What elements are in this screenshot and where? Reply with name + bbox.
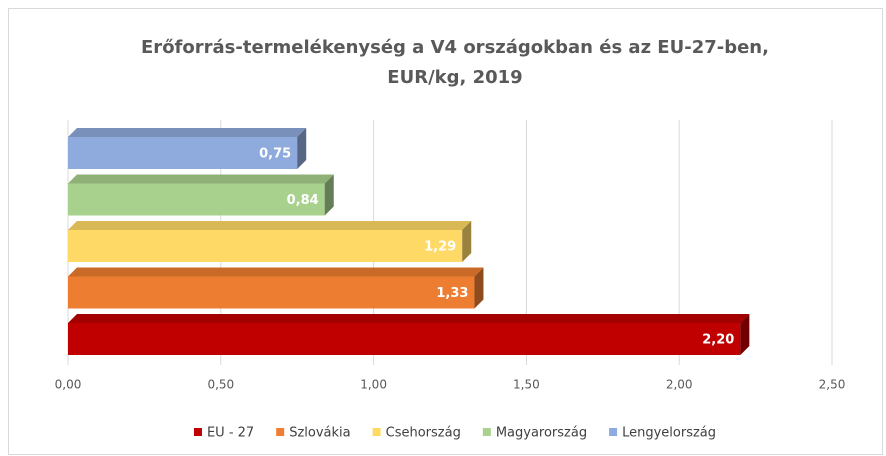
bar-front bbox=[68, 230, 463, 262]
bar bbox=[68, 128, 307, 169]
bar-side-shade bbox=[462, 221, 472, 262]
legend-marker bbox=[372, 428, 381, 436]
legend-marker bbox=[482, 428, 491, 436]
bar-side-shade bbox=[324, 174, 334, 216]
bar-side bbox=[462, 221, 472, 262]
legend-marker bbox=[276, 428, 285, 436]
bar-side bbox=[740, 314, 750, 355]
bar-side-shade bbox=[297, 128, 307, 169]
bar-side-shade bbox=[740, 314, 750, 355]
bar-top bbox=[68, 128, 307, 137]
value-label: 2,20 bbox=[702, 333, 734, 348]
bar bbox=[68, 267, 484, 309]
legend-marker bbox=[609, 428, 618, 436]
bar-front bbox=[68, 323, 741, 355]
x-tick-label: 0,50 bbox=[207, 378, 234, 392]
legend-label: EU - 27 bbox=[207, 426, 254, 441]
value-label: 0,84 bbox=[287, 193, 319, 208]
bar-top-shade bbox=[68, 128, 307, 137]
bar-front bbox=[68, 276, 475, 309]
legend-marker bbox=[193, 428, 202, 436]
x-tick-label: 1,00 bbox=[360, 378, 387, 392]
bar-side bbox=[324, 174, 334, 216]
bar-side bbox=[474, 267, 484, 309]
legend-label: Lengyelország bbox=[622, 426, 716, 441]
bar bbox=[68, 221, 472, 262]
chart-title: EUR/kg, 2019 bbox=[387, 67, 522, 88]
bar-top-shade bbox=[68, 314, 750, 323]
bar-top-shade bbox=[68, 221, 472, 230]
bar-side-shade bbox=[474, 267, 484, 309]
x-tick-label: 0,00 bbox=[55, 378, 82, 392]
value-label: 1,33 bbox=[436, 286, 468, 301]
bar-top bbox=[68, 314, 750, 323]
bar-front bbox=[68, 137, 298, 169]
x-tick-label: 1,50 bbox=[513, 378, 540, 392]
bar-top bbox=[68, 267, 484, 277]
bar-top bbox=[68, 174, 334, 184]
bar-front bbox=[68, 183, 325, 216]
legend-label: Szlovákia bbox=[289, 426, 350, 441]
bar-top-shade bbox=[68, 174, 334, 184]
value-label: 0,75 bbox=[259, 147, 291, 162]
bar-top bbox=[68, 221, 472, 230]
bar bbox=[68, 314, 750, 355]
bar bbox=[68, 174, 334, 216]
chart-title: Erőforrás-termelékenység a V4 országokba… bbox=[141, 37, 769, 58]
x-tick-label: 2,50 bbox=[819, 378, 846, 392]
bar-side bbox=[297, 128, 307, 169]
legend-label: Magyarország bbox=[496, 426, 587, 441]
value-label: 1,29 bbox=[424, 240, 456, 255]
legend-label: Csehország bbox=[386, 426, 461, 441]
x-tick-label: 2,00 bbox=[666, 378, 693, 392]
bar-top-shade bbox=[68, 267, 484, 277]
